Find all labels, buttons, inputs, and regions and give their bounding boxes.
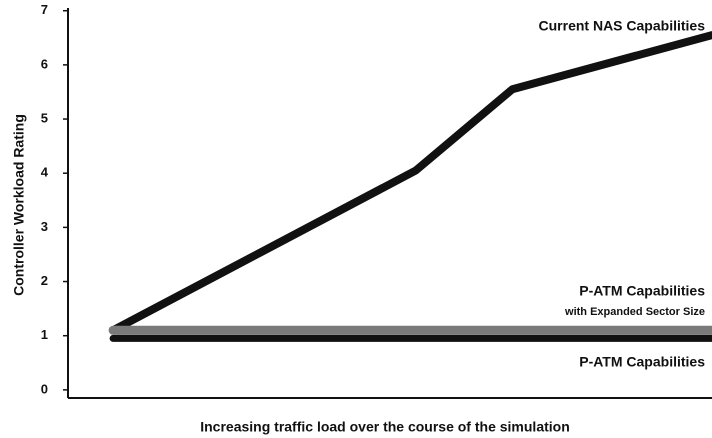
y-tick-label: 1 <box>41 327 48 342</box>
series-note: with Expanded Sector Size <box>564 306 705 318</box>
y-axis-label: Controller Workload Rating <box>11 114 27 296</box>
series-label: P-ATM Capabilities <box>579 283 705 299</box>
series-label: P-ATM Capabilities <box>579 354 705 370</box>
series-label: Current NAS Capabilities <box>539 18 706 34</box>
y-tick-label: 0 <box>41 381 48 396</box>
series-line <box>109 31 712 335</box>
x-axis-label: Increasing traffic load over the course … <box>200 419 570 435</box>
y-tick-label: 7 <box>41 2 48 17</box>
y-tick-label: 6 <box>41 56 48 71</box>
y-tick-label: 4 <box>41 165 49 180</box>
y-tick-label: 2 <box>41 273 48 288</box>
y-tick-label: 5 <box>41 110 48 125</box>
y-tick-label: 3 <box>41 219 48 234</box>
